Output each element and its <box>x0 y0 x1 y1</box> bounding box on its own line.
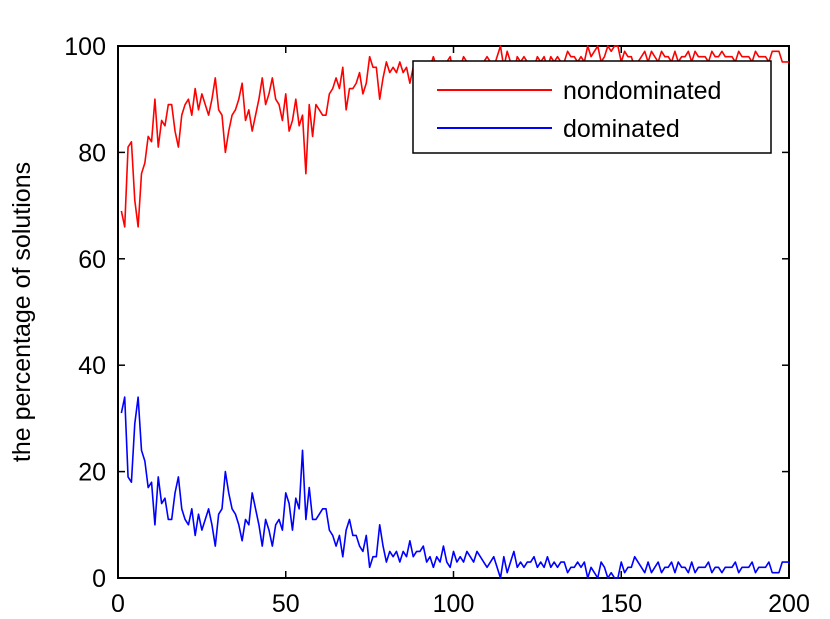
y-tick-label: 20 <box>78 459 106 487</box>
legend-box <box>412 60 772 154</box>
ticks <box>117 45 790 579</box>
y-axis-label: the percentage of solutions <box>8 162 36 462</box>
legend-label-dominated: dominated <box>563 115 680 143</box>
x-tick-label: 50 <box>272 590 300 618</box>
y-tick-label: 0 <box>92 565 106 593</box>
y-tick-label: 80 <box>78 139 106 167</box>
x-tick-label: 100 <box>433 590 475 618</box>
legend-label-nondominated: nondominated <box>563 77 721 105</box>
legend: nondominated dominated <box>412 60 772 154</box>
series-line-dominated <box>120 396 789 579</box>
x-tick-label: 150 <box>600 590 642 618</box>
x-tick-label: 0 <box>111 590 125 618</box>
y-tick-label: 100 <box>64 33 106 61</box>
y-tick-label: 60 <box>78 246 106 274</box>
y-tick-label: 40 <box>78 352 106 380</box>
x-tick-label: 200 <box>768 590 810 618</box>
tick-labels: 0 50 100 150 200 0 20 40 60 80 100 <box>64 33 810 618</box>
